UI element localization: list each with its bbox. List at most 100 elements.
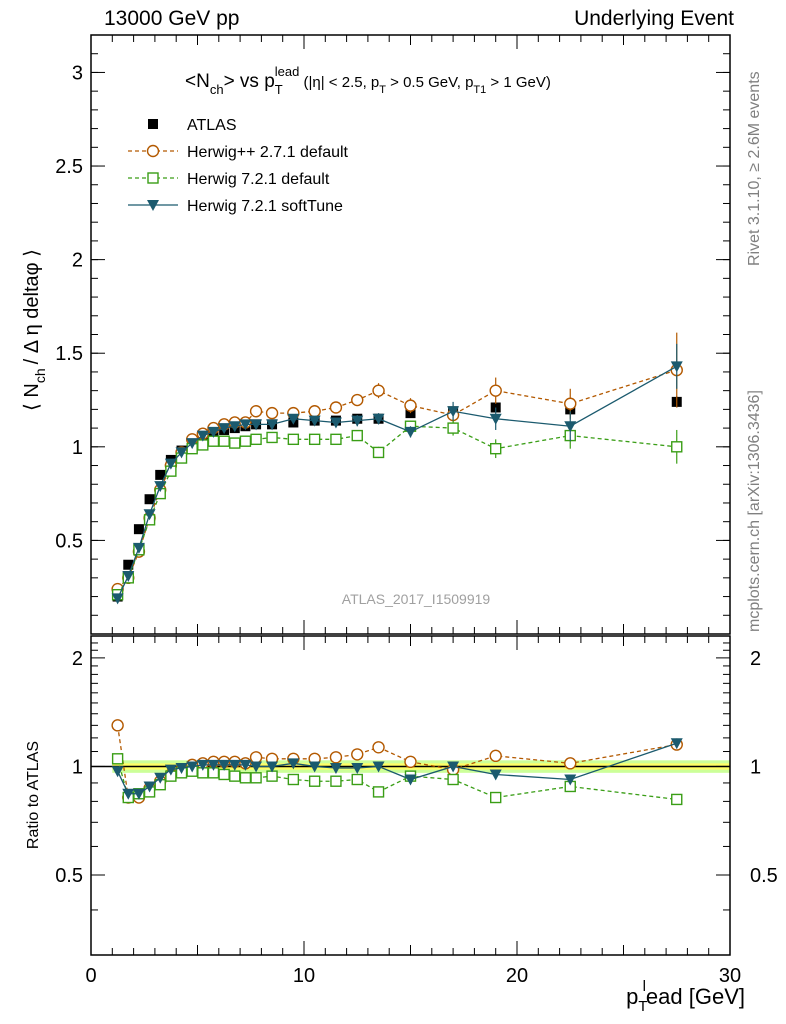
- ratio-ytick-label-right: 1: [750, 756, 761, 778]
- ratio-point: [372, 741, 385, 754]
- ratio-point: [154, 772, 167, 784]
- data-point: [489, 413, 502, 425]
- ratio-point: [266, 761, 279, 773]
- data-point: [228, 421, 241, 433]
- data-point: [287, 413, 300, 425]
- ratio-ytick-label: 1: [72, 756, 83, 778]
- ratio-point: [564, 774, 577, 786]
- ratio-point: [351, 763, 364, 775]
- data-point: [154, 481, 167, 493]
- data-point: [308, 433, 321, 446]
- data-point: [155, 469, 166, 480]
- legend-label: Herwig 7.2.1 softTune: [187, 198, 343, 215]
- analysis-watermark: ATLAS_2017_I1509919: [342, 591, 491, 607]
- ratio-point: [308, 775, 321, 787]
- legend-label: Herwig 7.2.1 default: [187, 171, 330, 188]
- ratio-series-group: [111, 719, 683, 806]
- data-point: [447, 406, 460, 418]
- ratio-point: [111, 753, 124, 765]
- ratio-point: [447, 773, 459, 786]
- data-point: [308, 415, 321, 427]
- data-point: [564, 397, 577, 410]
- series-line: [117, 369, 677, 590]
- data-point: [250, 419, 263, 431]
- ratio-ytick-label: 2: [72, 648, 83, 670]
- legend-marker: [148, 119, 158, 129]
- ratio-point: [489, 769, 502, 781]
- ratio-point: [218, 768, 230, 781]
- xtick-label: 20: [506, 965, 528, 987]
- rivet-version-label: Rivet 3.1.10, ≥ 2.6M events: [746, 71, 763, 266]
- series-line: [117, 425, 677, 596]
- main-ytick-label: 0.5: [55, 530, 83, 552]
- ratio-point: [207, 759, 220, 771]
- data-point: [123, 559, 134, 570]
- data-point: [351, 393, 364, 407]
- data-point: [351, 415, 364, 427]
- ratio-point: [404, 774, 417, 786]
- data-point: [308, 405, 321, 418]
- legend-item-atlas: ATLAS: [148, 117, 237, 134]
- main-y-axis-label: ⟨ Nch/ Δ η deltaφ ⟩: [21, 249, 48, 411]
- series-line: [117, 365, 678, 599]
- data-point: [250, 433, 262, 446]
- legend: ATLAS Herwig++ 2.7.1 default Herwig 7.2.1 …: [128, 117, 349, 215]
- ratio-point: [132, 788, 145, 800]
- ratio-point: [266, 770, 278, 782]
- data-point: [329, 401, 343, 414]
- ratio-point: [372, 761, 385, 773]
- ratio-frame: [90, 635, 731, 956]
- ratio-point: [372, 786, 385, 798]
- ratio-point: [239, 772, 252, 784]
- header-right: Underlying Event: [574, 7, 734, 30]
- data-point: [372, 413, 385, 425]
- data-point: [133, 524, 144, 535]
- data-point: [404, 426, 417, 438]
- ratio-ytick-label-right: 2: [750, 648, 761, 670]
- ratio-point: [250, 772, 262, 784]
- ratio-point: [122, 788, 135, 800]
- xtick-label: 0: [85, 965, 96, 987]
- data-point: [490, 442, 502, 455]
- data-point: [229, 437, 241, 449]
- ratio-point: [239, 759, 252, 771]
- main-series-group: [111, 332, 683, 605]
- ratio-point: [111, 719, 124, 732]
- data-point: [330, 433, 342, 446]
- ratio-point: [111, 766, 124, 778]
- ratio-point: [164, 764, 177, 776]
- ratio-point: [196, 759, 209, 771]
- data-point: [564, 421, 577, 433]
- ratio-point: [218, 759, 231, 771]
- ratio-point: [329, 751, 343, 764]
- data-point: [186, 438, 199, 450]
- ratio-herwig-7-2-1-softtune: [111, 738, 683, 800]
- ratio-point: [250, 761, 263, 773]
- legend-item-herwig-2-7-1-default: Herwig++ 2.7.1 default: [128, 144, 349, 161]
- ratio-ytick-label: 0.5: [55, 865, 83, 887]
- data-point: [372, 446, 385, 459]
- data-point: [372, 384, 385, 397]
- ratio-point: [330, 775, 342, 787]
- legend-marker: [146, 144, 160, 158]
- data-point: [164, 458, 177, 470]
- data-point: [266, 431, 278, 444]
- main-ytick-label: 1.5: [55, 343, 83, 365]
- series-herwig-7-2-1-softtune: [111, 343, 683, 605]
- ratio-point: [287, 758, 300, 770]
- data-point: [266, 419, 279, 431]
- data-point: [196, 430, 209, 442]
- ratio-point: [404, 755, 417, 769]
- ratio-point: [447, 761, 460, 773]
- main-ytick-label: 2: [72, 250, 83, 272]
- ratio-point: [671, 793, 683, 806]
- ratio-point: [670, 738, 683, 750]
- ratio-point: [249, 751, 263, 764]
- mcplots-label: mcplots.cern.ch [arXiv:1306.3436]: [746, 390, 763, 632]
- data-point: [143, 509, 156, 521]
- ratio-point: [175, 763, 188, 775]
- main-ytick-label: 3: [72, 62, 83, 84]
- data-point: [122, 570, 135, 582]
- data-point: [489, 384, 502, 397]
